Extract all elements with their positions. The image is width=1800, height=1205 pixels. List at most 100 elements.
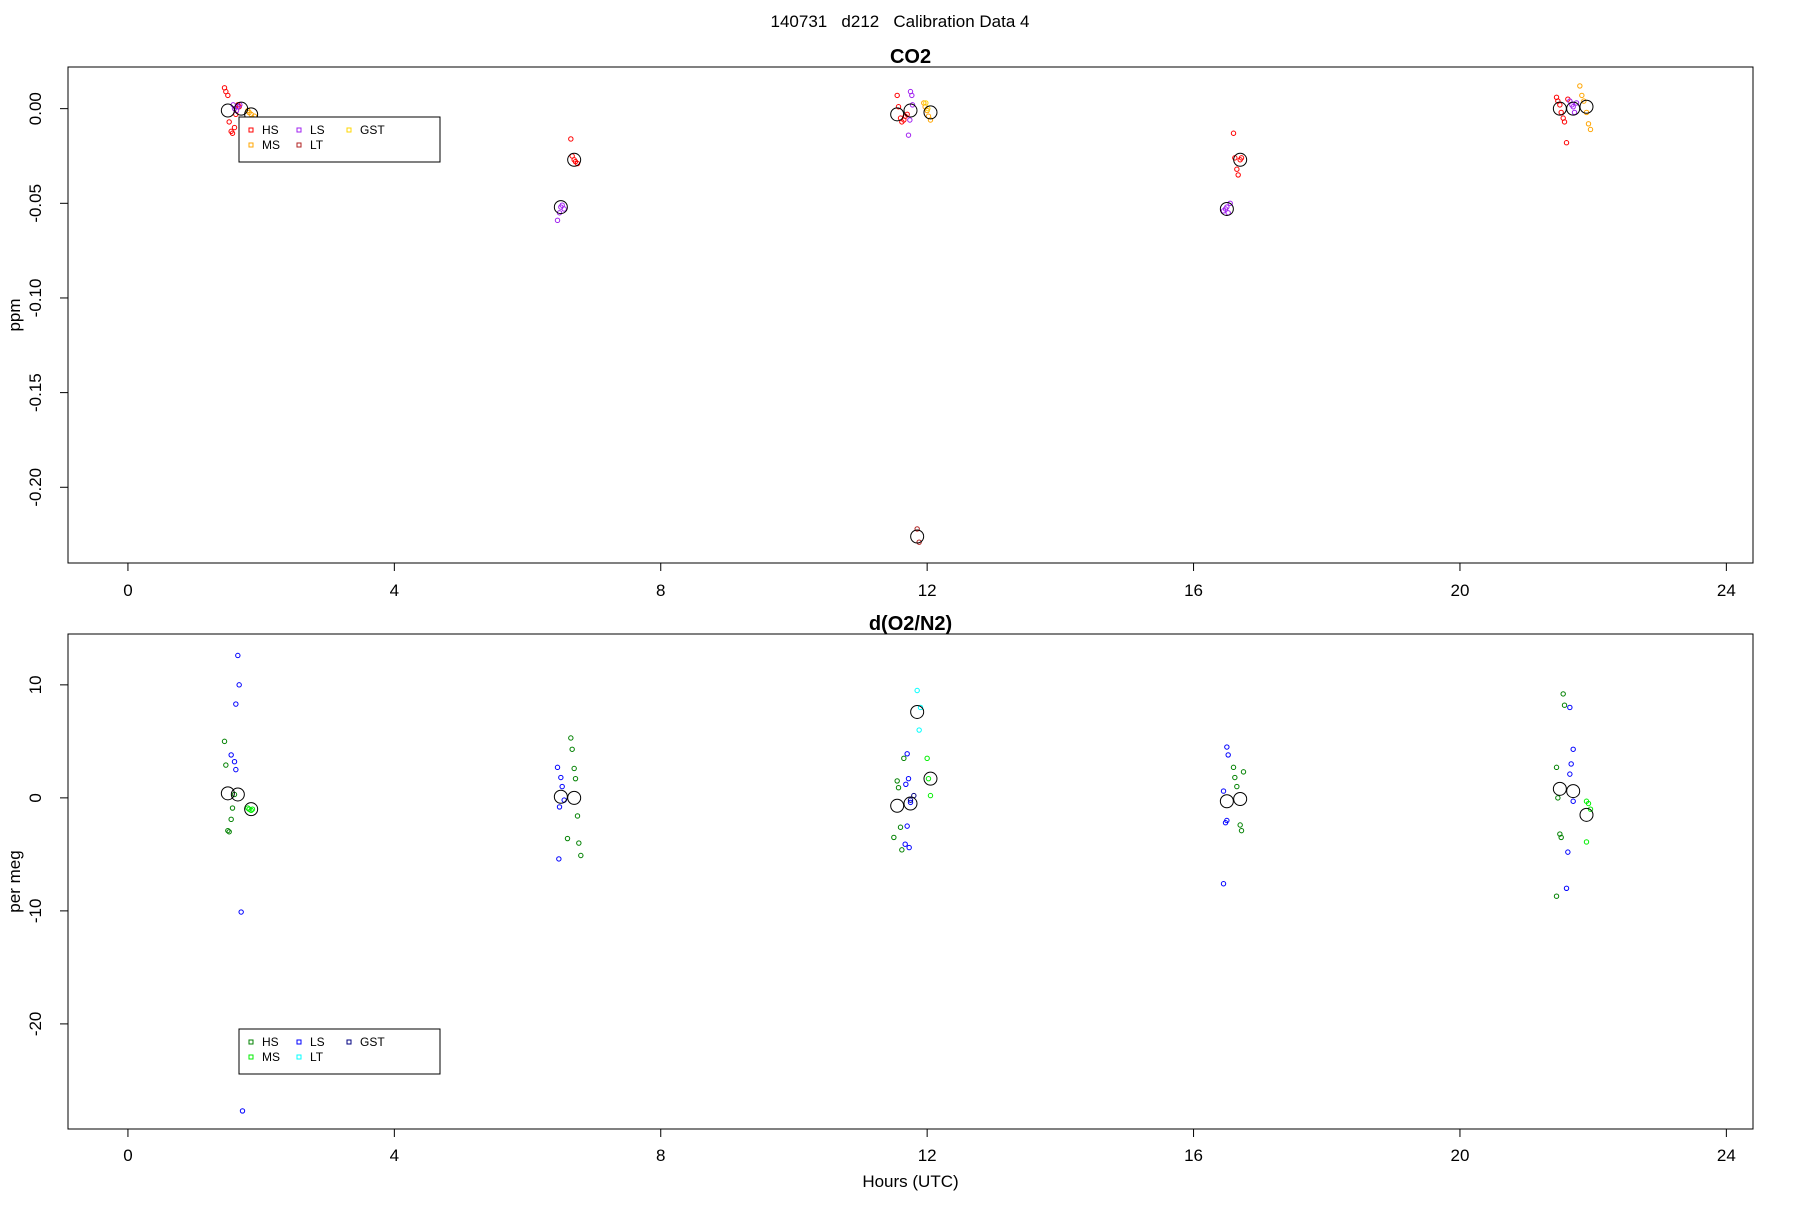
y-tick-label: 0 — [26, 793, 45, 802]
mean-marker — [910, 704, 925, 719]
data-point — [229, 805, 236, 811]
mean-marker — [567, 790, 582, 805]
data-point — [1583, 109, 1590, 116]
data-point — [1585, 800, 1592, 807]
mean-markers — [220, 99, 1594, 544]
data-point — [225, 92, 231, 99]
data-point — [574, 813, 581, 819]
mean-marker — [923, 771, 938, 786]
data-point — [905, 775, 912, 782]
data-point — [899, 847, 905, 853]
data-point — [907, 797, 914, 803]
data-point — [568, 136, 574, 142]
data-point — [554, 217, 561, 224]
data-point — [238, 909, 244, 915]
data-point — [904, 823, 910, 829]
data-point — [897, 824, 904, 830]
legend-swatch-ls — [296, 1039, 302, 1045]
data-point — [233, 701, 239, 707]
data-point — [1555, 795, 1561, 801]
data-point — [249, 806, 256, 812]
data-point — [236, 682, 242, 688]
series-hs — [221, 691, 1568, 899]
y-axis: -0.20 -0.15 -0.10 -0.05 0.00 ppm — [5, 92, 69, 507]
data-point — [1587, 126, 1594, 133]
data-point — [578, 852, 584, 859]
series-lt — [914, 526, 922, 545]
x-tick-label: 24 — [1717, 1146, 1736, 1165]
data-point — [903, 781, 909, 788]
data-point — [906, 844, 912, 851]
data-point — [902, 841, 908, 847]
data-point — [925, 775, 932, 782]
mean-marker — [1233, 792, 1248, 806]
data-point — [923, 100, 929, 106]
panel-title: CO2 — [890, 46, 931, 68]
legend-swatch-gst — [346, 127, 352, 133]
data-point — [1563, 140, 1570, 146]
data-point — [1225, 752, 1231, 758]
legend-label-gst: GST — [360, 123, 385, 137]
legend-swatch-hs — [248, 1039, 254, 1045]
mean-marker — [553, 789, 568, 804]
data-point — [239, 1108, 246, 1114]
mean-markers — [220, 704, 1594, 822]
data-point — [221, 738, 228, 745]
data-point — [1587, 806, 1594, 812]
data-point — [1557, 102, 1563, 108]
data-point — [1238, 827, 1245, 834]
x-tick-label: 12 — [918, 1146, 937, 1165]
x-tick-label: 8 — [656, 1146, 665, 1165]
legend-label-hs: HS — [262, 123, 279, 137]
y-tick-label: 0.00 — [26, 92, 45, 125]
data-point — [564, 835, 571, 842]
data-point — [1234, 783, 1240, 790]
mean-marker — [903, 796, 918, 811]
data-point — [1573, 100, 1580, 106]
mean-marker — [1233, 152, 1248, 167]
mean-marker — [1552, 781, 1567, 796]
data-point — [229, 130, 236, 136]
data-point — [927, 117, 934, 123]
data-point — [1558, 834, 1564, 841]
data-point — [1577, 83, 1583, 89]
mean-marker — [1566, 784, 1581, 799]
y-tick-label: -20 — [26, 1012, 45, 1037]
legend-label-ls: LS — [310, 1035, 325, 1049]
data-point — [1581, 98, 1587, 104]
data-point — [226, 119, 232, 125]
data-point — [1567, 704, 1573, 711]
legend-box — [238, 116, 441, 163]
x-tick-label: 4 — [390, 581, 399, 600]
data-point — [895, 104, 902, 110]
data-point — [228, 816, 234, 823]
data-point — [916, 539, 922, 545]
data-point — [1238, 155, 1245, 161]
data-point — [907, 117, 913, 123]
mean-marker — [1219, 794, 1234, 809]
legend-box — [238, 1028, 441, 1075]
data-point — [1224, 204, 1230, 210]
data-point — [223, 762, 229, 768]
data-point — [909, 92, 915, 99]
data-point — [894, 92, 900, 99]
data-point — [225, 827, 231, 834]
data-point — [576, 840, 582, 846]
data-point — [916, 727, 922, 733]
series-ms — [245, 755, 1594, 845]
legend-label-ms: MS — [262, 1050, 280, 1064]
mean-marker — [1552, 101, 1567, 116]
y-tick-label: 10 — [26, 675, 45, 694]
data-point — [1230, 764, 1237, 771]
series-ms — [245, 83, 1594, 133]
series-lt — [914, 687, 924, 733]
data-point — [572, 775, 579, 782]
data-point — [914, 687, 920, 694]
data-point — [248, 807, 254, 814]
data-point — [1234, 166, 1240, 172]
mean-marker — [220, 103, 235, 118]
data-point — [917, 704, 924, 711]
data-point — [1579, 92, 1585, 99]
